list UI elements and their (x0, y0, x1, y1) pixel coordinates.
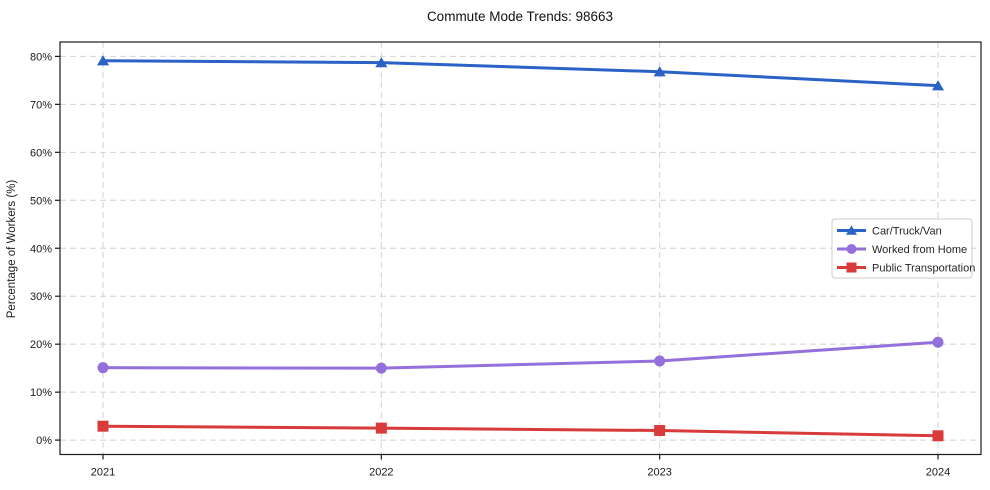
y-tick-label: 80% (30, 51, 52, 63)
circle-marker (846, 244, 857, 254)
circle-marker (97, 362, 109, 374)
legend-entry: Car/Truck/Van (837, 225, 942, 238)
y-tick-label: 60% (30, 147, 52, 159)
y-tick-label: 40% (30, 243, 52, 255)
legend-label: Car/Truck/Van (872, 226, 942, 238)
square-marker (654, 425, 666, 437)
data-series (96, 55, 945, 442)
triangle-marker (931, 80, 945, 91)
square-marker (846, 262, 857, 273)
series-line (101, 59, 940, 88)
axes: 0% 10% 20% 30% 40% 50% 60% 70% 80% 2021 2022 2023 20… (30, 41, 982, 479)
triangle-marker (653, 66, 666, 77)
square-marker (375, 422, 387, 434)
x-tick-label: 2024 (926, 467, 950, 479)
y-tick-label: 0% (36, 435, 52, 447)
plot-border (59, 41, 982, 456)
series-line (101, 340, 940, 370)
y-tick-label: 30% (30, 291, 52, 303)
y-tick-label: 50% (30, 195, 52, 207)
y-tick-label: 70% (30, 99, 52, 111)
series-car-truck-van (96, 55, 945, 91)
y-axis-label: Percentage of Workers (%) (6, 180, 18, 319)
legend-label: Public Transportation (872, 263, 975, 275)
triangle-marker (96, 55, 110, 66)
triangle-marker (375, 57, 388, 68)
x-tick-label: 2023 (647, 467, 671, 479)
square-marker (932, 430, 944, 442)
legend: Car/Truck/Van Worked from Home Public Tran… (831, 218, 975, 279)
chart-title: Commute Mode Trends: 98663 (427, 9, 613, 24)
y-tick-label: 20% (30, 339, 52, 351)
series-public-transportation (97, 420, 944, 442)
x-tick-label: 2022 (369, 467, 393, 479)
circle-marker (932, 336, 944, 348)
legend-entry: Worked from Home (837, 244, 967, 256)
square-marker (97, 420, 109, 432)
x-tick-label: 2021 (91, 467, 115, 479)
triangle-marker (846, 225, 857, 235)
circle-marker (654, 355, 666, 367)
gridlines (60, 42, 981, 455)
legend-entry: Public Transportation (837, 262, 975, 275)
legend-label: Worked from Home (872, 244, 967, 256)
series-worked-from-home (97, 336, 944, 374)
circle-marker (375, 362, 387, 374)
series-line (101, 424, 940, 438)
legend-box (831, 218, 973, 279)
y-tick-label: 10% (30, 387, 52, 399)
